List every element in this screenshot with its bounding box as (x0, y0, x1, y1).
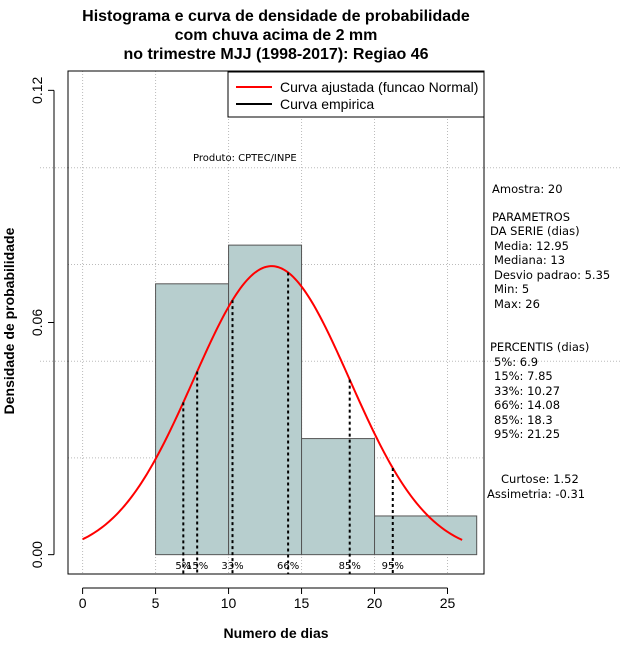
percentile-label-66: 66% (277, 561, 299, 572)
product-annotation: Produto: CPTEC/INPE (193, 153, 297, 164)
histogram-bar-3 (301, 438, 376, 556)
stat-percentis-heading: PERCENTIS (dias) (490, 340, 589, 354)
x-tick-label: 0 (79, 595, 87, 611)
x-axis-label: Numero de dias (223, 625, 328, 641)
percentile-lines: 5%15% 33% 66% 85% 95% (175, 272, 404, 574)
legend: Curva ajustada (funcao Normal) Curva emp… (227, 71, 485, 118)
percentile-label-33: 33% (221, 561, 243, 572)
legend-box (227, 71, 485, 118)
stat-params-heading: PARAMETROS (492, 210, 570, 224)
stat-p15: 15%: 7.85 (494, 369, 553, 383)
stat-max: Max: 26 (494, 297, 540, 311)
stat-min: Min: 5 (494, 282, 529, 296)
title-line-3: no trimestre MJJ (1998-2017): Regiao 46 (123, 46, 428, 63)
percentile-label-85: 85% (339, 561, 361, 572)
stat-p5: 5%: 6.9 (494, 355, 538, 369)
legend-label-empirical: Curva empirica (280, 96, 374, 112)
plot-frame (67, 70, 485, 575)
stat-media: Media: 12.95 (494, 239, 569, 253)
y-axis-label: Densidade de probabilidade (1, 227, 17, 414)
x-tick-label: 5 (152, 595, 160, 611)
x-tick-label: 15 (294, 595, 310, 611)
percentile-label-15: 15% (186, 561, 208, 572)
stat-params-subheading: DA SERIE (dias) (490, 224, 580, 238)
x-tick-label: 20 (367, 595, 383, 611)
percentile-label-95: 95% (382, 561, 404, 572)
histogram-bars (155, 244, 478, 556)
stat-desvio: Desvio padrao: 5.35 (494, 268, 610, 282)
title-line-2: com chuva acima de 2 mm (175, 27, 378, 44)
histogram-bar-2 (228, 244, 303, 556)
title-line-1: Histograma e curva de densidade de proba… (82, 8, 470, 25)
y-tick-label: 0.00 (29, 541, 45, 568)
stat-p66: 66%: 14.08 (494, 398, 560, 412)
percentile-label-5: 5% (175, 561, 191, 572)
chart-title: Histograma e curva de densidade de proba… (82, 8, 470, 63)
histogram-bar-1 (155, 283, 230, 556)
axes: 0 5 10 15 20 25 0.00 0.06 0.12 (29, 77, 456, 611)
stat-p33: 33%: 10.27 (494, 384, 560, 398)
normal-curve (82, 265, 463, 541)
stat-p95: 95%: 21.25 (494, 427, 560, 441)
histogram-bar-4 (374, 515, 478, 556)
stat-p85: 85%: 18.3 (494, 413, 553, 427)
x-tick-label: 25 (440, 595, 456, 611)
y-tick-label: 0.06 (29, 309, 45, 336)
stat-mediana: Mediana: 13 (494, 253, 565, 267)
y-tick-label: 0.12 (29, 77, 45, 104)
legend-label-fitted: Curva ajustada (funcao Normal) (280, 79, 478, 95)
stat-curtose: Curtose: 1.52 (501, 472, 579, 486)
statistics-panel: Amostra: 20 PARAMETROS DA SERIE (dias) M… (487, 182, 610, 501)
normal-curve-group (82, 265, 463, 541)
stat-amostra: Amostra: 20 (492, 182, 563, 196)
stat-assimetria: Assimetria: -0.31 (487, 487, 585, 501)
x-tick-label: 10 (221, 595, 237, 611)
